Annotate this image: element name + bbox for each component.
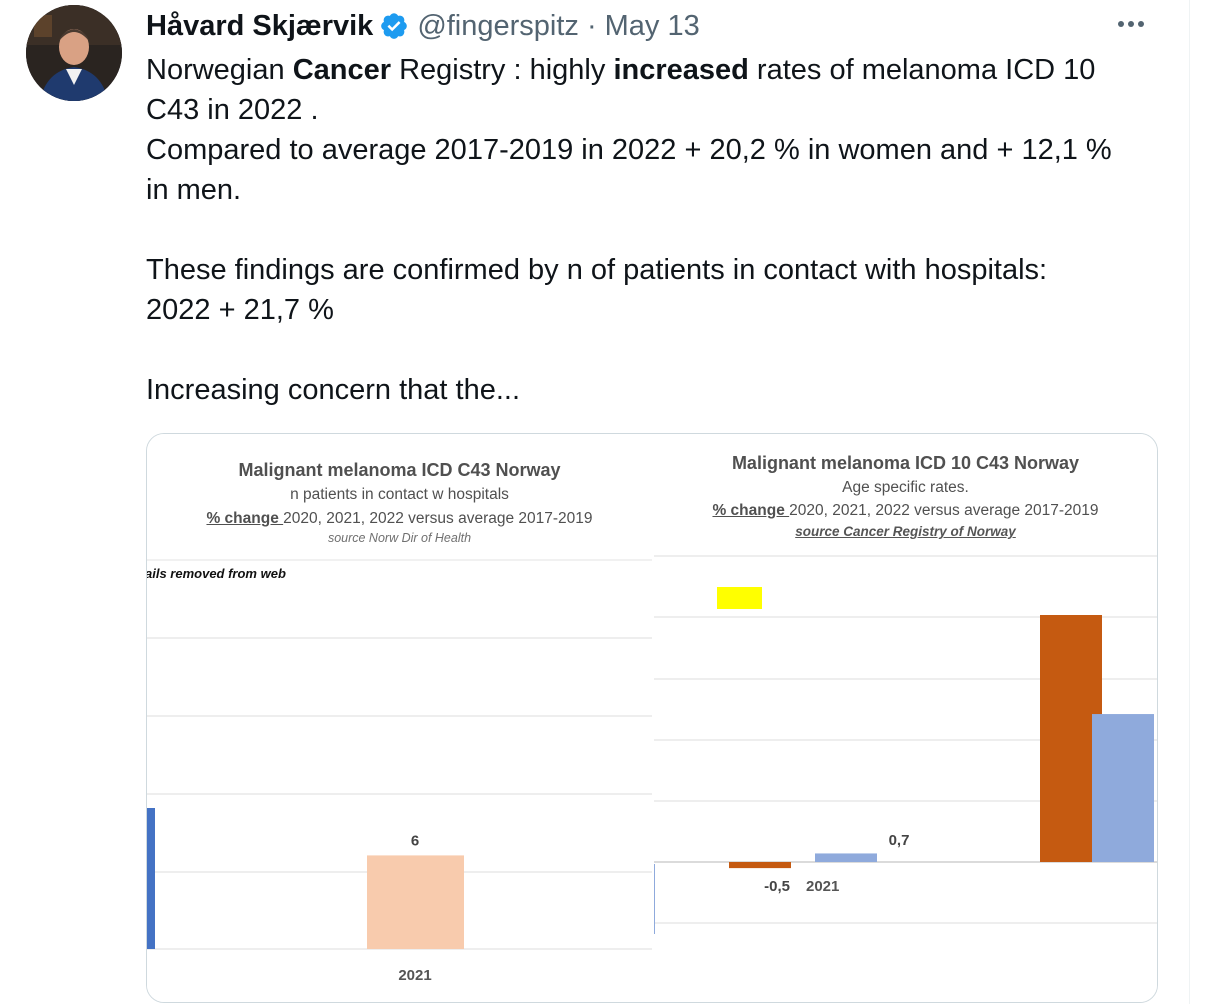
- tweet-date[interactable]: May 13: [604, 9, 700, 42]
- chart-subtitle: Age specific rates.: [842, 479, 969, 496]
- tweet-text: Norwegian Cancer Registry : highly incre…: [146, 50, 1166, 410]
- chart-source: source Norw Dir of Health: [327, 531, 472, 545]
- bar-cut: [147, 808, 155, 949]
- chart-subtitle: n patients in contact w hospitals: [290, 486, 509, 503]
- chart-image-right[interactable]: Malignant melanoma ICD 10 C43 Norway Age…: [654, 434, 1157, 1002]
- data-label: -0,5: [764, 878, 790, 895]
- tweet-header: Håvard Skjærvik @fingerspitz · May 13: [146, 6, 700, 46]
- timeline-border: [1189, 0, 1190, 1004]
- tweet-line: Increasing concern that the...: [146, 374, 520, 406]
- chart-source: source Cancer Registry of Norway: [795, 524, 1016, 539]
- bold-word: increased: [613, 54, 749, 86]
- bar-2021: [367, 855, 464, 949]
- chart-left-plot: 6 2021: [147, 559, 652, 984]
- bar-male-2022: [1092, 714, 1154, 862]
- avatar-photo: [26, 5, 122, 101]
- x-tick-label: 2021: [398, 967, 431, 984]
- tweet-line: C43 in 2022 .: [146, 94, 319, 126]
- tweet-line: These findings are confirmed by n of pat…: [146, 254, 1048, 286]
- bar-male-2021: [815, 853, 877, 862]
- chart-subtitle: % change 2020, 2021, 2022 versus average…: [712, 502, 1099, 519]
- author-handle[interactable]: @fingerspitz: [417, 9, 579, 42]
- chart-right-plot: -0,50,720,220212022: [654, 555, 1157, 934]
- label-highlight: [717, 587, 762, 609]
- tweet-line: Compared to average 2017-2019 in 2022 + …: [146, 134, 1112, 166]
- data-label: 0,7: [889, 832, 910, 849]
- tweet-media[interactable]: Malignant melanoma ICD C43 Norway n pati…: [146, 433, 1158, 1003]
- chart-cut-note: ails removed from web: [147, 566, 286, 581]
- chart-image-left[interactable]: Malignant melanoma ICD C43 Norway n pati…: [147, 434, 652, 1002]
- chart-subtitle: % change 2020, 2021, 2022 versus average…: [206, 510, 593, 527]
- x-tick-label: 2021: [806, 878, 839, 895]
- more-options-icon[interactable]: [1118, 12, 1158, 36]
- chart-title: Malignant melanoma ICD C43 Norway: [238, 460, 561, 480]
- bar-female-2021: [729, 862, 791, 869]
- verified-badge-icon[interactable]: [379, 11, 409, 41]
- separator: ·: [586, 9, 597, 42]
- tweet-line: in men.: [146, 174, 242, 206]
- bar-female-2022: [1040, 615, 1102, 862]
- data-label: 6: [411, 832, 419, 849]
- bold-word: Cancer: [292, 54, 392, 86]
- avatar[interactable]: [26, 5, 122, 101]
- media-divider: [652, 434, 654, 1002]
- tweet-line: Norwegian Cancer Registry : highly incre…: [146, 54, 1096, 86]
- author-name[interactable]: Håvard Skjærvik: [146, 9, 374, 42]
- chart-title: Malignant melanoma ICD 10 C43 Norway: [731, 453, 1080, 473]
- tweet-line: 2022 + 21,7 %: [146, 294, 334, 326]
